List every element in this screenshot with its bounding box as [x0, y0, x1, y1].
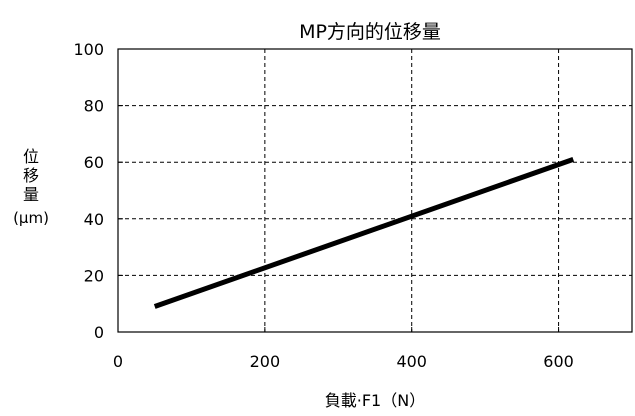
y-axis-label-char-2: 移 [23, 166, 39, 185]
series-layer [153, 157, 575, 309]
grid [118, 49, 632, 332]
x-axis-label: 負載·F1（N） [325, 391, 425, 410]
y-axis-label-char-3: 量 [23, 185, 39, 204]
y-tick-label: 0 [94, 323, 104, 342]
y-axis-label-unit: (μm) [13, 209, 49, 227]
y-tick-label: 40 [84, 210, 104, 229]
x-tick-label: 400 [396, 352, 427, 371]
y-axis-label-char-1: 位 [23, 147, 39, 166]
x-tick-label: 600 [543, 352, 574, 371]
x-tick-label: 200 [250, 352, 281, 371]
y-axis-ticks: 0 20 40 60 80 100 [73, 40, 123, 342]
x-axis-ticks: 0 200 400 600 [113, 327, 574, 371]
series-line [153, 157, 575, 309]
y-tick-label: 20 [84, 266, 104, 285]
chart-title: MP方向的位移量 [299, 21, 441, 43]
y-tick-label: 60 [84, 153, 104, 172]
plot-area-frame [117, 48, 633, 333]
y-tick-label: 80 [84, 97, 104, 116]
y-tick-label: 100 [73, 40, 104, 59]
x-tick-label: 0 [113, 352, 123, 371]
